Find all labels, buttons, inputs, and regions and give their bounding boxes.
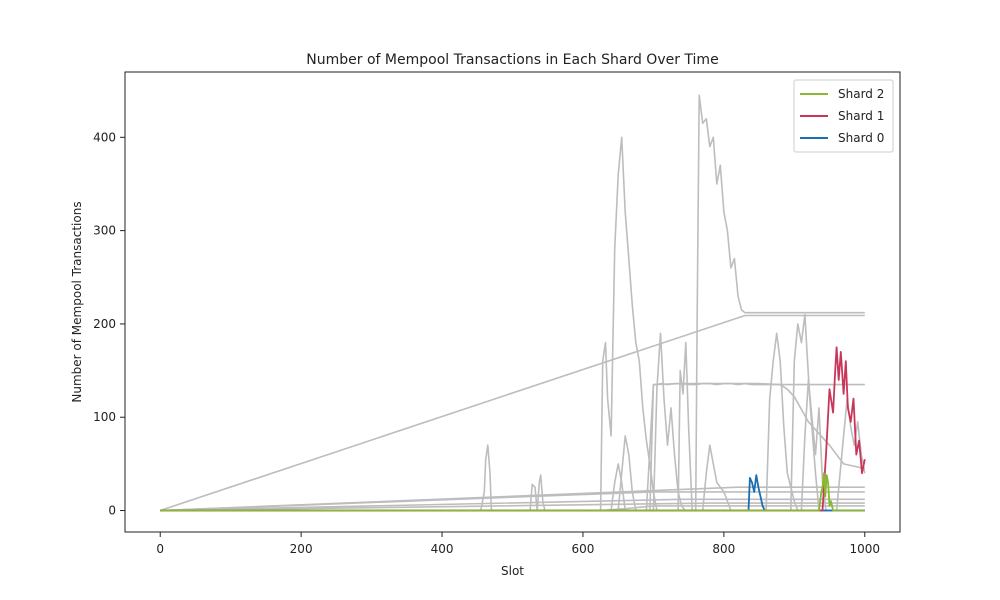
background-series-group	[159, 94, 866, 512]
legend-label-shard-0: Shard 0	[838, 131, 884, 145]
y-tick-label: 100	[93, 410, 116, 424]
y-tick-label: 300	[93, 224, 116, 238]
background-series-line-9	[160, 332, 865, 512]
background-series-line-8	[160, 341, 865, 512]
background-series-line-7	[160, 332, 865, 512]
x-tick-label: 800	[712, 542, 735, 556]
background-series-line-10	[160, 313, 865, 512]
x-tick-label: 400	[431, 542, 454, 556]
series-line-shard-2	[160, 472, 865, 512]
background-series-line-6	[160, 382, 865, 512]
y-tick-label: 400	[93, 130, 116, 144]
legend-box	[793, 79, 894, 153]
x-tick-label: 1000	[849, 542, 880, 556]
y-tick-label: 0	[108, 504, 116, 518]
y-axis-ticks: 0 100 200 300 400	[93, 130, 125, 518]
background-series-line-5	[159, 314, 865, 512]
legend: Shard 2 Shard 1 Shard 0	[793, 79, 894, 153]
series-group	[160, 346, 866, 512]
background-series-line-20	[160, 444, 865, 512]
x-tick-label: 0	[156, 542, 164, 556]
series-line-shard-1	[160, 346, 866, 512]
x-axis-ticks: 0 200 400 600 800 1000	[156, 532, 880, 556]
y-tick-label: 200	[93, 317, 116, 331]
series-line-shard-0	[160, 474, 865, 512]
background-series-line-4	[160, 94, 865, 512]
background-series-line-0	[160, 444, 865, 512]
x-axis-label: Slot	[501, 564, 524, 578]
legend-label-shard-2: Shard 2	[838, 87, 884, 101]
background-series-line-2	[160, 136, 865, 512]
x-tick-label: 200	[290, 542, 313, 556]
background-series-line-16	[160, 502, 865, 512]
legend-label-shard-1: Shard 1	[838, 109, 884, 123]
plot-frame	[124, 71, 901, 533]
x-tick-label: 600	[572, 542, 595, 556]
y-axis-label: Number of Mempool Transactions	[70, 201, 84, 402]
chart-title: Number of Mempool Transactions in Each S…	[306, 52, 718, 68]
background-series-line-15	[160, 498, 865, 512]
